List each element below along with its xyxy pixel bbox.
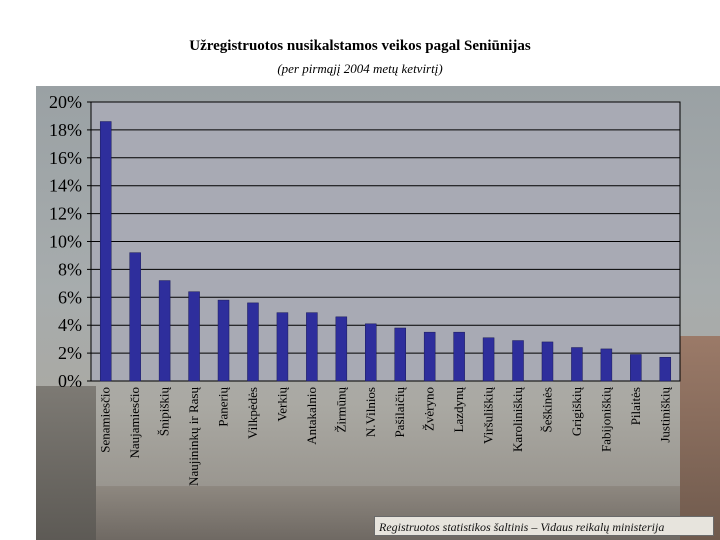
bar: [571, 347, 583, 382]
category-label: Panerių: [216, 387, 231, 427]
category-label: Pašilaičių: [392, 387, 407, 438]
bar: [453, 331, 465, 382]
chart-subtitle: (per pirmąjį 2004 metų ketvirtį): [277, 61, 443, 76]
bar: [158, 280, 171, 382]
y-tick-label: 16%: [49, 148, 82, 168]
bar: [335, 316, 348, 382]
bar: [217, 299, 230, 382]
bar: [306, 312, 318, 382]
bar: [659, 357, 672, 382]
y-tick-label: 2%: [58, 343, 82, 363]
bar: [630, 354, 642, 382]
y-tick-label: 4%: [58, 315, 82, 335]
category-label: Grigiškių: [569, 387, 584, 437]
bar: [482, 337, 495, 382]
category-label: Pilaitės: [628, 387, 643, 425]
y-tick-label: 18%: [49, 120, 82, 140]
category-label: Antakalnio: [304, 387, 319, 445]
category-label: Lazdynų: [451, 387, 466, 433]
category-label: Šnipiškių: [157, 387, 172, 437]
chart-title: Užregistruotos nusikalstamos veikos paga…: [189, 38, 531, 54]
category-label: Justiniškių: [657, 387, 672, 443]
y-tick-label: 8%: [58, 259, 82, 279]
building-left: [36, 386, 96, 540]
bar: [188, 291, 200, 382]
category-label: Šeškinės: [539, 387, 554, 433]
category-label: Žirmūnų: [333, 387, 348, 433]
bar: [247, 302, 259, 382]
y-tick-label: 0%: [58, 371, 82, 391]
bar: [129, 252, 141, 382]
bar: [600, 348, 613, 382]
bar: [512, 340, 524, 382]
y-tick-label: 20%: [49, 92, 82, 112]
category-label: Žvėryno: [422, 387, 437, 431]
bar: [423, 331, 436, 382]
category-label: Viršuliškių: [481, 387, 496, 445]
y-tick-label: 6%: [58, 287, 82, 307]
y-tick-label: 10%: [49, 232, 82, 252]
category-label: Fabijoniškių: [598, 387, 613, 453]
category-label: Naujininkų ir Rasų: [186, 387, 201, 486]
bar: [541, 341, 554, 382]
y-tick-label: 14%: [49, 176, 82, 196]
category-label: N.Vilnios: [363, 387, 378, 437]
bar: [394, 327, 406, 382]
bar: [365, 323, 377, 382]
bar: [99, 121, 112, 382]
category-label: Vilkpėdės: [245, 387, 260, 439]
category-label: Naujamiesčio: [127, 387, 142, 458]
building-right: [680, 336, 720, 540]
y-tick-label: 12%: [49, 204, 82, 224]
bar: [276, 312, 289, 382]
source-note: Registruotos statistikos šaltinis – Vida…: [374, 516, 714, 536]
category-label: Karoliniškių: [510, 387, 525, 452]
category-label: Verkių: [274, 387, 289, 422]
category-label: Senamiesčio: [98, 387, 113, 453]
